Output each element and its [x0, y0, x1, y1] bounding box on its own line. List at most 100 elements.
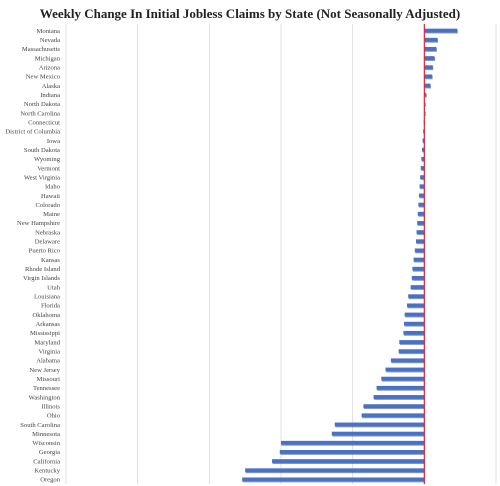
category-label: Vermont — [37, 165, 60, 172]
category-label: Maine — [43, 211, 60, 218]
category-label: California — [33, 458, 60, 465]
category-label: Maryland — [34, 339, 60, 346]
bar — [398, 349, 425, 354]
bar — [411, 275, 425, 280]
category-label: New Jersey — [29, 367, 60, 374]
bar — [421, 156, 425, 161]
bar — [422, 138, 425, 143]
category-label: Washington — [29, 394, 61, 401]
category-label: Idaho — [45, 184, 61, 191]
bar — [245, 468, 425, 473]
category-label: South Dakota — [24, 147, 60, 154]
bar — [404, 321, 425, 326]
category-label: Virgin Islands — [23, 275, 60, 282]
category-label: Puerto Rico — [29, 248, 61, 255]
bar — [414, 248, 425, 253]
bar — [390, 358, 425, 363]
category-label: Tennessee — [33, 385, 60, 392]
bar — [424, 56, 435, 60]
bar — [413, 257, 425, 262]
bar — [242, 477, 425, 482]
category-label: Virginia — [39, 348, 61, 355]
category-label: Alaska — [42, 83, 60, 90]
bar — [272, 459, 425, 464]
category-label: Illinois — [41, 403, 60, 410]
category-label: Massachusetts — [22, 46, 61, 53]
category-label: Wyoming — [34, 156, 61, 163]
bar — [279, 450, 425, 454]
category-label: West Virginia — [24, 174, 60, 181]
category-labels: Montana Nevada Massachusetts Michigan Arizon… — [5, 28, 60, 484]
category-label: Rhode Island — [25, 266, 61, 273]
bar — [281, 440, 425, 445]
bar — [399, 340, 425, 344]
chart-title: Weekly Change In Initial Jobless Claims … — [39, 6, 461, 21]
bar — [410, 285, 425, 289]
category-label: Montana — [37, 28, 61, 35]
bar — [424, 74, 433, 79]
bar — [417, 221, 425, 225]
bar — [408, 294, 425, 299]
bar — [419, 184, 425, 189]
bar — [381, 376, 425, 381]
category-label: Indiana — [40, 92, 60, 99]
category-label: New Hampshire — [17, 220, 60, 227]
bar — [361, 413, 425, 418]
bar — [424, 92, 427, 97]
bar — [407, 303, 425, 308]
bar — [376, 385, 425, 390]
category-label: Wisconsin — [32, 440, 60, 447]
bar — [404, 312, 425, 317]
category-label: Hawaii — [41, 193, 60, 200]
category-label: Alabama — [36, 358, 60, 365]
category-label: District of Columbia — [5, 129, 60, 136]
bar — [385, 367, 425, 372]
category-label: Louisiana — [34, 294, 60, 301]
category-label: New Mexico — [26, 74, 61, 81]
category-label: Nevada — [40, 37, 60, 44]
category-label: Delaware — [35, 239, 60, 246]
bar — [424, 65, 433, 70]
bar — [418, 202, 425, 207]
bar — [412, 266, 425, 271]
category-label: Michigan — [35, 55, 61, 62]
bar — [373, 395, 425, 399]
category-label: Ohio — [47, 413, 61, 420]
category-label: Missouri — [37, 376, 61, 383]
category-label: North Carolina — [20, 110, 60, 117]
category-label: Minnesota — [32, 431, 60, 438]
category-label: Oklahoma — [33, 312, 61, 319]
category-label: South Carolina — [20, 422, 60, 429]
bar — [420, 175, 425, 180]
category-label: Nebraska — [35, 229, 60, 236]
bar — [403, 330, 425, 335]
category-label: Iowa — [47, 138, 60, 145]
bar — [424, 83, 431, 88]
category-label: Arkansas — [35, 321, 60, 328]
bar — [421, 147, 425, 152]
bar — [424, 46, 437, 51]
category-label: Utah — [47, 284, 61, 291]
bar — [416, 230, 425, 235]
bar — [424, 28, 458, 33]
bars — [242, 28, 458, 483]
category-label: Kentucky — [34, 468, 60, 475]
category-label: Georgia — [39, 449, 60, 456]
category-label: Oregon — [40, 477, 60, 484]
bar — [331, 431, 425, 436]
bar — [420, 166, 425, 170]
category-label: Mississippi — [30, 330, 60, 337]
category-label: Connecticut — [28, 119, 60, 126]
category-label: Florida — [41, 303, 60, 310]
bar — [417, 211, 425, 216]
bar — [415, 239, 425, 244]
category-label: Colorado — [35, 202, 60, 209]
grid-lines — [65, 24, 497, 484]
bar — [418, 193, 425, 198]
bar — [363, 404, 425, 409]
category-label: Kansas — [41, 257, 60, 264]
bar — [334, 422, 425, 427]
category-label: Arizona — [39, 65, 60, 72]
bar-shadow — [424, 102, 426, 107]
